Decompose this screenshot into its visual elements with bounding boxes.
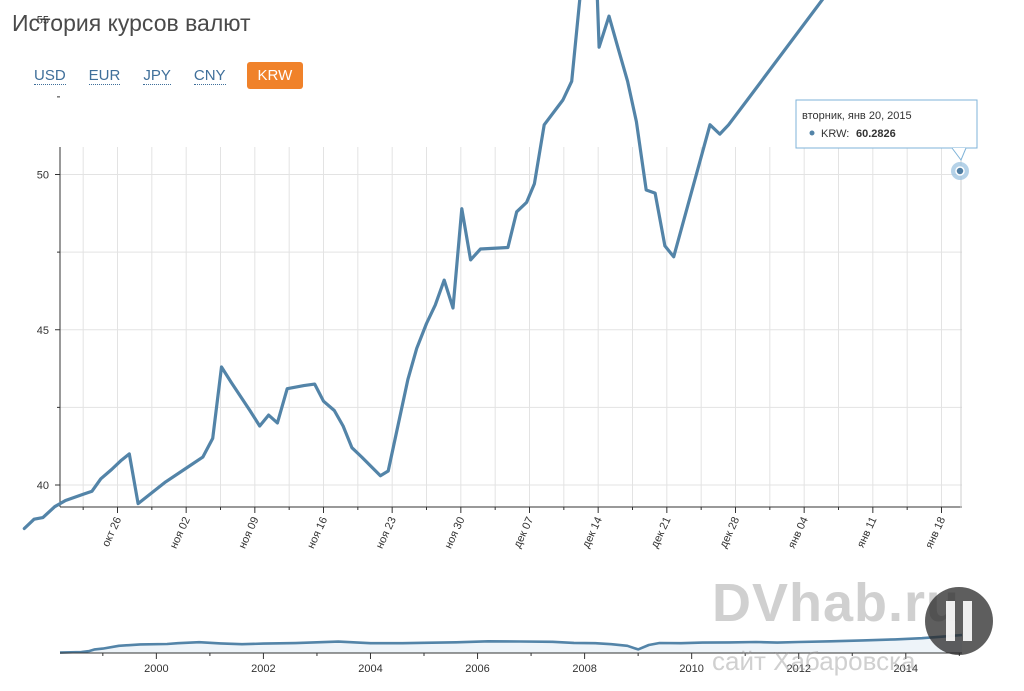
tooltip-date: вторник, янв 20, 2015 xyxy=(802,110,912,122)
x-tick-label: окт 26 xyxy=(100,515,124,549)
navigator-x-tick-label: 2004 xyxy=(358,663,382,675)
tooltip-pointer xyxy=(951,147,967,161)
navigator-x-tick-label: 2012 xyxy=(786,663,810,675)
y-tick-label: 45 xyxy=(37,325,49,337)
navigator-x-tick-label: 2002 xyxy=(251,663,275,675)
x-tick-label: дек 28 xyxy=(718,515,743,550)
tab-krw[interactable]: KRW xyxy=(246,62,304,89)
x-tick-label: ноя 30 xyxy=(443,515,468,550)
x-tick-label: ноя 09 xyxy=(237,515,262,550)
y-tick-label: 50 xyxy=(37,170,49,182)
navigator-x-tick-label: 2008 xyxy=(572,663,596,675)
y-tick-label: 55 xyxy=(37,14,49,26)
x-tick-label: дек 21 xyxy=(649,515,674,550)
page-title: История курсов валют xyxy=(12,10,251,36)
main-grid xyxy=(60,147,962,507)
navigator-x-tick-label: 2000 xyxy=(144,663,168,675)
x-tick-label: дек 14 xyxy=(580,515,605,550)
navigator-x-tick-label: 2006 xyxy=(465,663,489,675)
x-tick-label: ноя 02 xyxy=(168,515,193,550)
tab-cny[interactable]: CNY xyxy=(193,66,226,85)
navigator-x-tick-label: 2010 xyxy=(679,663,703,675)
x-tick-label: янв 04 xyxy=(786,515,811,550)
main-series xyxy=(22,0,931,531)
navigator-series-line[interactable] xyxy=(59,633,963,654)
krw-series-line[interactable] xyxy=(22,0,931,531)
hover-point[interactable] xyxy=(955,166,965,176)
navigator-x-tick-label: 2014 xyxy=(894,663,918,675)
tooltip: вторник, янв 20, 2015 KRW: 60.2826 xyxy=(795,99,978,508)
x-tick-label: янв 18 xyxy=(923,515,948,550)
tab-eur[interactable]: EUR xyxy=(88,66,121,85)
tooltip-series-dot xyxy=(809,130,815,136)
currency-tabs: USD EUR JPY CNY KRW xyxy=(34,62,326,89)
tooltip-value: 60.2826 xyxy=(856,128,896,140)
x-tick-label: ноя 16 xyxy=(305,515,330,550)
tooltip-series-label: KRW: xyxy=(821,128,849,140)
y-tick-label: 40 xyxy=(37,480,49,492)
x-tick-label: ноя 23 xyxy=(374,515,399,550)
x-tick-label: дек 07 xyxy=(512,515,537,550)
tab-usd[interactable]: USD xyxy=(34,66,66,85)
navigator: 2000 2002 2004 2006 2008 2010 2012 2014 xyxy=(59,633,963,675)
x-tick-label: янв 11 xyxy=(855,515,880,549)
tab-jpy[interactable]: JPY xyxy=(143,66,171,85)
navigator-area xyxy=(60,635,962,653)
tooltip-box xyxy=(795,99,978,149)
